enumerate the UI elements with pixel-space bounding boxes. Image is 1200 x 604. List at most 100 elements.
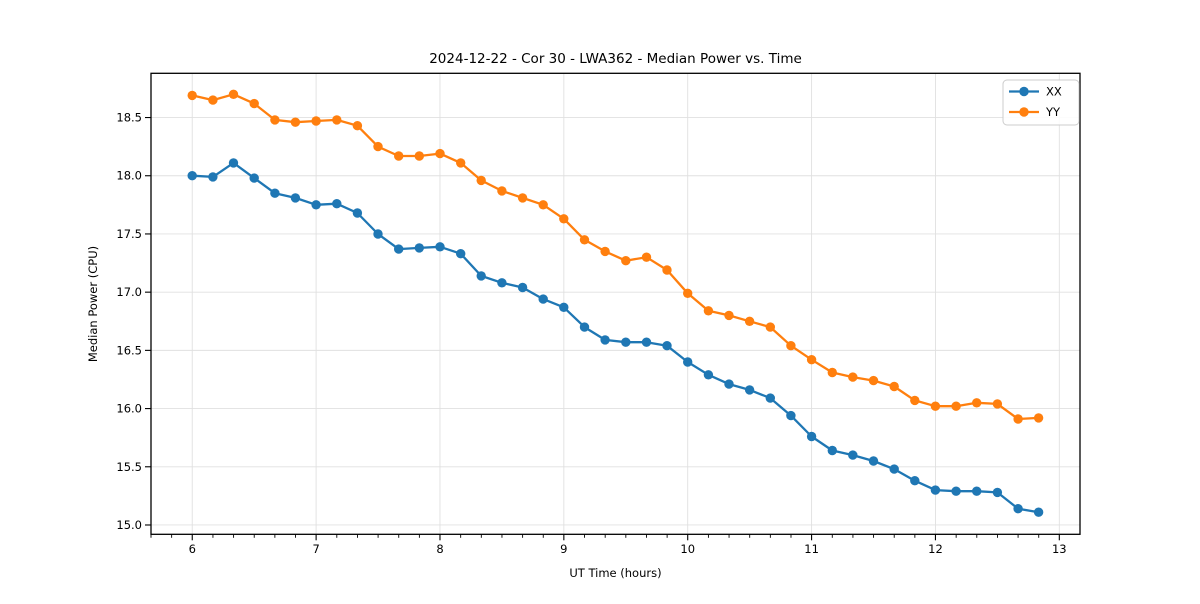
data-point-yy: [951, 401, 961, 411]
data-point-yy: [621, 256, 631, 266]
data-point-yy: [683, 288, 693, 298]
x-tick-label: 10: [680, 542, 695, 556]
series-yy: [187, 89, 1044, 424]
data-point-xx: [724, 379, 734, 389]
data-point-yy: [868, 375, 879, 386]
data-point-xx: [332, 199, 342, 209]
x-axis-label: UT Time (hours): [569, 566, 661, 580]
data-point-xx: [972, 486, 982, 496]
x-tick-label: 12: [928, 542, 943, 556]
axes-spines: [150, 72, 1081, 535]
data-point-xx: [414, 243, 424, 253]
data-point-xx: [559, 302, 569, 312]
x-tick-label: 7: [312, 542, 319, 556]
data-point-xx: [373, 229, 383, 239]
data-point-yy: [497, 186, 507, 196]
chart-title: 2024-12-22 - Cor 30 - LWA362 - Median Po…: [429, 51, 802, 67]
data-series: [187, 89, 1044, 517]
data-point-xx: [290, 193, 301, 203]
data-point-yy: [456, 158, 466, 168]
data-point-xx: [683, 357, 693, 367]
data-point-yy: [311, 116, 321, 126]
legend-marker-yy: [1019, 107, 1029, 117]
data-point-yy: [1013, 414, 1023, 424]
data-point-xx: [476, 271, 486, 281]
data-point-yy: [538, 200, 548, 210]
data-point-xx: [579, 322, 590, 332]
data-point-yy: [786, 341, 796, 351]
data-point-yy: [249, 98, 259, 109]
data-point-yy: [290, 117, 301, 127]
data-point-xx: [1033, 507, 1044, 517]
data-point-yy: [744, 316, 755, 326]
data-point-yy: [641, 252, 652, 262]
data-point-yy: [889, 381, 899, 392]
data-point-xx: [435, 242, 445, 252]
y-tick-label: 18.0: [116, 169, 142, 183]
y-tick-label: 17.5: [116, 227, 142, 241]
data-point-xx: [517, 282, 528, 293]
x-tick-label: 6: [189, 542, 196, 556]
data-point-yy: [724, 310, 734, 321]
data-point-xx: [208, 172, 218, 182]
data-point-yy: [765, 322, 775, 332]
y-tick-label: 17.0: [116, 285, 142, 299]
data-point-xx: [600, 335, 610, 345]
data-point-xx: [889, 464, 899, 474]
data-point-yy: [703, 306, 714, 316]
data-point-yy: [910, 395, 920, 406]
data-point-xx: [765, 393, 775, 403]
data-point-yy: [559, 214, 569, 224]
data-point-xx: [352, 208, 363, 218]
data-point-yy: [579, 235, 590, 245]
tick-labels: 6 7 8 9 10 11 12 13 15.0 15.5 16.0 16.5 17.0 17.5 18.0…: [116, 111, 1066, 556]
y-tick-label: 15.5: [116, 460, 142, 474]
data-point-yy: [992, 399, 1003, 409]
data-point-xx: [910, 476, 920, 486]
x-tick-label: 8: [436, 542, 443, 556]
series-line-yy: [191, 93, 1039, 421]
legend-marker-xx: [1019, 86, 1029, 97]
data-point-yy: [414, 151, 424, 161]
y-tick-label: 16.0: [116, 402, 142, 416]
data-point-xx: [827, 445, 837, 456]
data-point-xx: [641, 337, 652, 347]
y-tick-label: 15.0: [116, 518, 142, 532]
data-point-yy: [435, 148, 445, 159]
data-point-yy: [332, 115, 342, 125]
data-point-yy: [600, 246, 610, 257]
x-tick-label: 11: [804, 542, 819, 556]
data-point-xx: [394, 244, 404, 254]
data-point-yy: [476, 175, 486, 186]
data-point-xx: [456, 249, 466, 259]
data-point-yy: [373, 141, 383, 152]
data-point-xx: [621, 337, 631, 347]
data-point-xx: [868, 456, 879, 466]
plot-border: [150, 72, 1081, 535]
data-point-yy: [517, 193, 528, 203]
data-point-xx: [228, 158, 239, 168]
data-point-xx: [538, 294, 548, 304]
data-point-xx: [848, 450, 858, 460]
series-xx: [187, 158, 1044, 517]
data-point-yy: [228, 89, 239, 100]
data-point-yy: [187, 90, 197, 101]
data-point-xx: [249, 173, 259, 183]
legend-box: [1002, 79, 1080, 126]
legend: XX YY: [1002, 79, 1080, 126]
legend-label-yy: YY: [1045, 105, 1061, 119]
data-point-yy: [394, 151, 404, 161]
legend-samples: [1009, 86, 1039, 117]
data-point-yy: [827, 367, 837, 378]
data-point-yy: [806, 355, 817, 365]
data-point-yy: [848, 372, 858, 382]
data-point-xx: [662, 341, 672, 351]
data-point-xx: [806, 431, 817, 442]
data-point-yy: [352, 121, 363, 131]
data-point-yy: [930, 401, 941, 411]
x-tick-label: 9: [560, 542, 567, 556]
data-point-xx: [786, 410, 796, 421]
data-point-xx: [497, 278, 507, 288]
